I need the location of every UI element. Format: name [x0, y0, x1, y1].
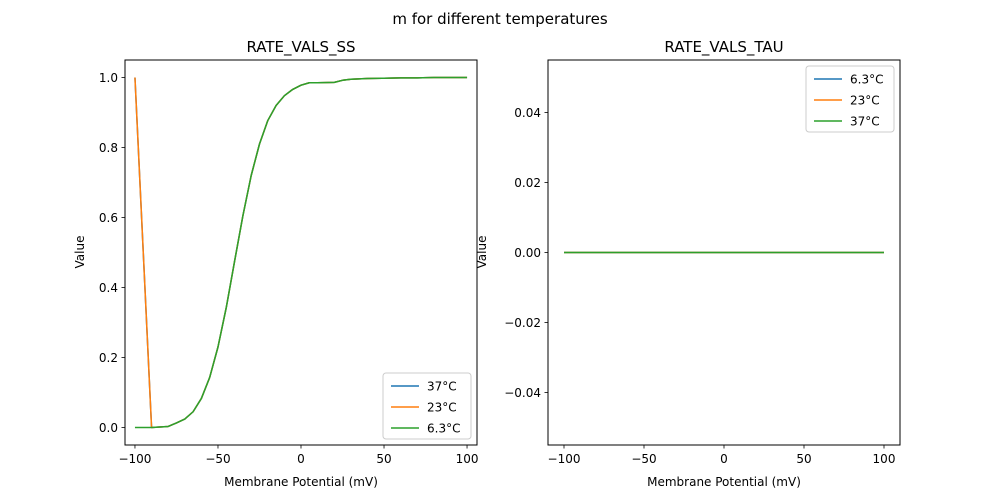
y-tick-label: 0.2: [99, 351, 118, 365]
y-tick-label: 0.02: [514, 176, 541, 190]
legend-box: [382, 372, 472, 440]
y-tick-label: 0.4: [99, 281, 118, 295]
y-tick-label: −0.02: [504, 316, 541, 330]
legend-entry-label: 6.3°C: [850, 73, 883, 87]
x-tick-label: 50: [376, 452, 391, 466]
y-axis-label: Value: [475, 236, 489, 269]
y-tick-label: 1.0: [99, 71, 118, 85]
y-tick-label: 0.00: [514, 246, 541, 260]
legend-entry-label: 23°C: [850, 94, 880, 108]
x-tick-label: 0: [720, 452, 728, 466]
series-line: [134, 76, 468, 429]
x-axis-label: Membrane Potential (mV): [224, 475, 378, 489]
y-tick-label: 0.0: [99, 421, 118, 435]
legend: 6.3°C 23°C 37°C: [805, 65, 895, 133]
x-tick-label: 100: [456, 452, 479, 466]
y-tick-label: 0.04: [514, 106, 541, 120]
subplot-rate-vals-tau: RATE_VALS_TAU −100 −50 0 50 100 −0.04 −0.02 0.0…: [475, 38, 901, 489]
plot-area: [134, 76, 468, 429]
y-tick-label: −0.04: [504, 386, 541, 400]
y-axis-label: Value: [73, 236, 87, 269]
x-tick-label: −100: [548, 452, 581, 466]
x-tick-label: 50: [796, 452, 811, 466]
x-tick-label: −100: [118, 452, 151, 466]
x-tick-label: −50: [205, 452, 230, 466]
legend-entry-label: 6.3°C: [427, 422, 460, 436]
legend-entry-label: 23°C: [427, 401, 457, 415]
axis-ticks: −100 −50 0 50 100 −0.04 −0.02 0.00 0.02 0.04: [504, 106, 895, 466]
axis-ticks: −100 −50 0 50 100 0.0 0.2 0.4 0.6 0.8 1.0: [99, 71, 479, 466]
x-tick-label: −50: [631, 452, 656, 466]
x-axis-label: Membrane Potential (mV): [647, 475, 801, 489]
y-tick-label: 0.8: [99, 141, 118, 155]
axes-frame: [124, 59, 478, 446]
axes-frame: [547, 59, 901, 446]
legend-box: [805, 65, 895, 133]
figure-suptitle: m for different temperatures: [392, 10, 608, 28]
y-tick-label: 0.6: [99, 211, 118, 225]
subplot-title: RATE_VALS_TAU: [664, 38, 783, 57]
subplot-rate-vals-ss: RATE_VALS_SS −100 −50 0 50 100 0.0 0.2 0.4 0.6 0.…: [73, 38, 478, 489]
legend: 37°C 23°C 6.3°C: [382, 372, 472, 440]
subplot-title: RATE_VALS_SS: [246, 38, 355, 57]
legend-entry-label: 37°C: [427, 380, 457, 394]
x-tick-label: 100: [873, 452, 896, 466]
x-tick-label: 0: [297, 452, 305, 466]
legend-entry-label: 37°C: [850, 115, 880, 129]
